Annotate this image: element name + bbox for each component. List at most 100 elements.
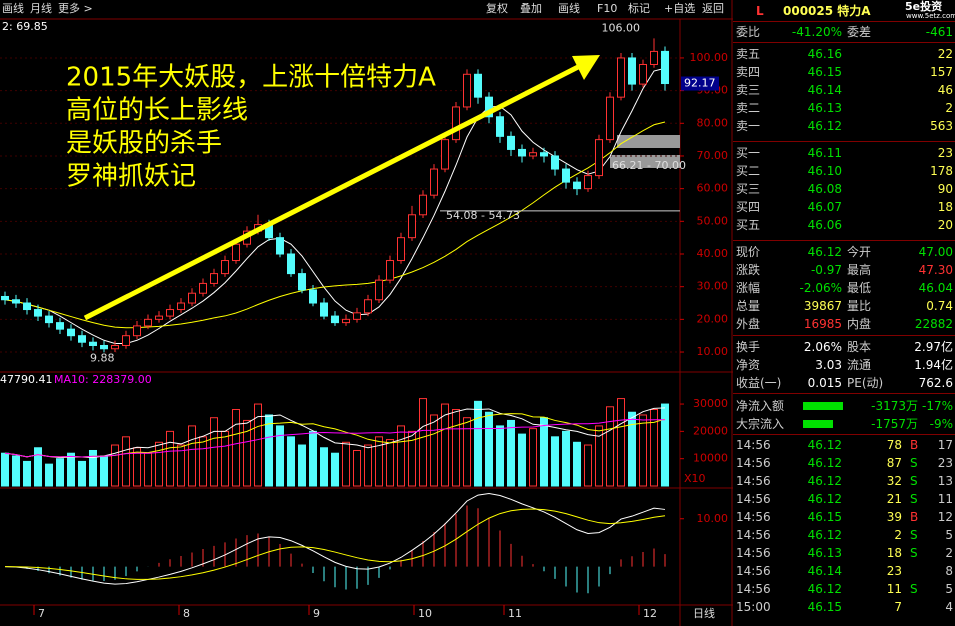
- trade-time: 14:56: [736, 582, 771, 596]
- candle-body: [78, 335, 86, 343]
- volume-bar: [364, 444, 372, 487]
- field-value: 47.30: [918, 263, 953, 277]
- trade-count: 13: [937, 474, 953, 488]
- trade-price: 46.15: [807, 600, 842, 614]
- trade-price: 46.12: [807, 456, 842, 470]
- y-tick-label: 20000: [693, 424, 728, 437]
- separator: [733, 21, 955, 22]
- trade-side: S: [910, 582, 918, 596]
- volume-bar: [111, 444, 119, 487]
- order-price: 46.15: [807, 65, 842, 79]
- toolbar-item[interactable]: 更多 >: [58, 1, 93, 15]
- toolbar-button[interactable]: 画线: [558, 1, 580, 15]
- field-label: PE(动): [847, 376, 884, 390]
- order-price: 46.06: [807, 218, 842, 232]
- candle-body: [320, 302, 328, 317]
- field-label: 量比: [847, 299, 872, 313]
- candle-body: [518, 148, 526, 157]
- candle-body: [441, 139, 449, 170]
- candle-body: [463, 73, 471, 108]
- candle-body: [12, 299, 20, 304]
- candle-body: [584, 175, 592, 190]
- candle-body: [56, 322, 64, 330]
- volume-bar: [496, 425, 504, 487]
- trade-count: 5: [945, 528, 953, 542]
- toolbar-button[interactable]: 标记: [628, 1, 650, 15]
- annotation: 2015年大妖股，上涨十倍特力A: [66, 63, 436, 93]
- volume-bar: [243, 419, 251, 487]
- separator: [733, 42, 955, 43]
- trade-side: S: [910, 546, 918, 560]
- candle-body: [639, 63, 647, 85]
- volume-bar: [254, 403, 262, 487]
- field-label: 换手: [736, 340, 761, 354]
- candle-body: [34, 309, 42, 317]
- volume-bar: [573, 441, 581, 487]
- toolbar-button[interactable]: 叠加: [520, 2, 542, 15]
- field-label: 总量: [736, 299, 761, 313]
- volume-bar: [199, 436, 207, 487]
- candle-body: [210, 273, 218, 284]
- separator: [733, 393, 955, 394]
- field-label: 收益(一): [736, 376, 782, 390]
- period-label[interactable]: 日线: [693, 606, 715, 620]
- trade-count: 2: [945, 546, 953, 560]
- flag: L: [756, 4, 764, 18]
- volume-bar: [419, 398, 427, 487]
- order-price: 46.10: [807, 164, 842, 178]
- candle-body: [474, 73, 482, 98]
- candle-body: [408, 214, 416, 239]
- field-value: 0.015: [807, 376, 842, 390]
- volume-bar: [485, 411, 493, 487]
- trade-side: S: [910, 528, 918, 542]
- toolbar-button[interactable]: F10: [597, 2, 617, 15]
- volume-bar: [265, 414, 273, 487]
- trade-volume: 78: [886, 438, 902, 452]
- y-tick-label: 60.00: [697, 182, 729, 195]
- toolbar-button[interactable]: +自选: [664, 2, 695, 15]
- field-label: 最高: [847, 263, 872, 277]
- toolbar-button[interactable]: 返回: [702, 2, 724, 15]
- order-level: 买二: [736, 164, 761, 178]
- toolbar-button[interactable]: 复权: [486, 1, 508, 15]
- volume-bar: [34, 447, 42, 487]
- candle-body: [133, 325, 141, 337]
- volume-bar: [529, 428, 537, 487]
- field-value: 3.03: [815, 358, 842, 372]
- field-value: 39867: [803, 299, 842, 313]
- candle-body: [386, 260, 394, 281]
- candle-body: [188, 292, 196, 304]
- field-label: 涨幅: [736, 281, 761, 295]
- order-volume: 22: [937, 47, 953, 61]
- candle-body: [573, 181, 581, 190]
- field-label: 涨跌: [736, 263, 761, 277]
- y-tick-label: 40.00: [697, 247, 729, 260]
- x-tick-label: 9: [313, 607, 320, 620]
- x-tick-label: 12: [643, 607, 657, 620]
- toolbar-item[interactable]: 月线: [30, 1, 52, 15]
- candle-body: [485, 96, 493, 118]
- trade-count: 8: [945, 564, 953, 578]
- toolbar-item[interactable]: 画线: [2, 1, 24, 15]
- flow-pct: -9%: [929, 417, 953, 431]
- candle-body: [397, 237, 405, 262]
- order-price: 46.08: [807, 182, 842, 196]
- field-label: 净资: [736, 358, 761, 372]
- flow-label: 大宗流入: [736, 417, 785, 431]
- order-volume: 90: [937, 182, 953, 196]
- order-level: 卖五: [736, 47, 761, 61]
- trade-price: 46.13: [807, 546, 842, 560]
- order-price: 46.13: [807, 101, 842, 115]
- candle-body: [606, 96, 614, 141]
- volume-bar: [12, 455, 20, 487]
- candle-body: [276, 237, 284, 255]
- y-tick-label: 70.00: [697, 149, 729, 162]
- volume-bar: [100, 455, 108, 487]
- trade-volume: 39: [886, 510, 902, 524]
- volume-bar: [375, 436, 383, 487]
- order-level: 卖二: [736, 101, 761, 115]
- candle-body: [628, 57, 636, 85]
- volume-bar: [232, 409, 240, 487]
- candle-body: [232, 243, 240, 262]
- x-tick-label: 11: [508, 607, 522, 620]
